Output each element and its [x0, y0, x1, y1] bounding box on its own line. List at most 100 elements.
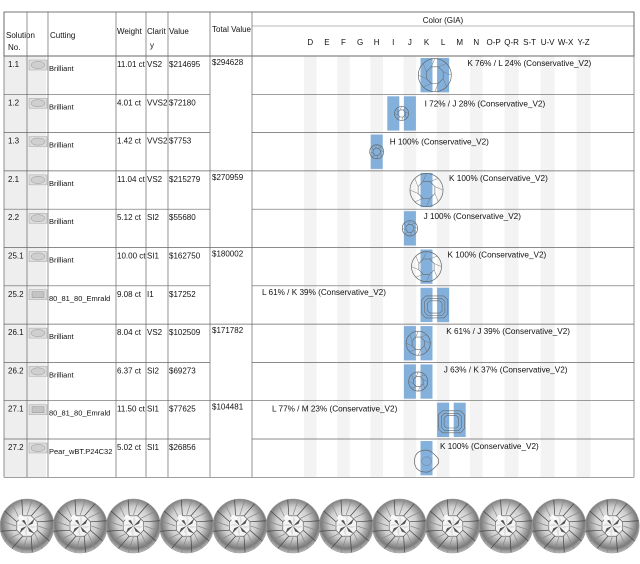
grade-column-stripe	[304, 56, 317, 478]
diamond-photo	[531, 498, 587, 554]
color-bar-l	[437, 402, 450, 437]
grade-label-j: J	[408, 38, 412, 47]
table-row: 2.1 Brilliant 11.04 ct VS2 $215279 $270959 K 1…	[4, 170, 634, 208]
stone-value: $162750	[169, 252, 201, 261]
clarity-value: SI2	[147, 213, 160, 222]
table-row: 1.2 Brilliant 4.01 ct VVS2 $72180 I 72% / J 2…	[4, 93, 634, 131]
solution-number: 26.2	[8, 366, 24, 375]
color-result-label: H 100% (Conservative_V2)	[390, 138, 489, 147]
cut-name: Brilliant	[49, 141, 75, 150]
diamond-photo	[212, 498, 268, 554]
table-row: 26.2 Brilliant 6.37 ct SI2 $69273 J 63% / K 3…	[4, 362, 634, 399]
pear-diamond-outline	[414, 449, 439, 473]
diamond-photo-strip	[0, 498, 640, 554]
grade-label-y-z: Y-Z	[578, 38, 590, 47]
cut-name: Brilliant	[49, 179, 75, 188]
weight-value: 10.00 ct	[117, 252, 146, 261]
grade-column-stripe	[576, 56, 591, 478]
solution-number: 2.1	[8, 175, 20, 184]
diamond-photo	[478, 498, 534, 554]
solution-number: 1.3	[8, 137, 20, 146]
round-cut-thumbnail-icon	[28, 366, 48, 377]
total-value: $104481	[212, 403, 244, 412]
weight-value: 6.37 ct	[117, 366, 142, 375]
color-bar-k	[420, 441, 433, 476]
clarity-value: VVS2	[147, 98, 168, 107]
diamond-photo	[159, 498, 214, 554]
color-result-label: K 76% / L 24% (Conservative_V2)	[467, 59, 591, 68]
grade-label-s-t: S-T	[523, 38, 536, 47]
total-value: $180002	[212, 250, 244, 259]
diamond-photo	[584, 498, 640, 554]
round-cut-thumbnail-icon	[28, 98, 48, 109]
cut-name: Brilliant	[49, 370, 75, 379]
solution-number: 2.2	[8, 213, 20, 222]
clarity-value: SI1	[147, 443, 160, 452]
color-result-label: K 61% / J 39% (Conservative_V2)	[446, 327, 570, 336]
color-result-label: K 100% (Conservative_V2)	[440, 442, 539, 451]
total-value: $294628	[212, 58, 244, 67]
header-weight: Weight	[117, 27, 143, 36]
color-result-label: L 61% / K 39% (Conservative_V2)	[262, 288, 386, 297]
color-bar-m	[453, 402, 466, 437]
grade-label-h: H	[374, 38, 380, 47]
round-diamond-outline	[408, 371, 429, 392]
cut-name: Brilliant	[49, 102, 75, 111]
stone-value: $72180	[169, 98, 196, 107]
grade-column-stripe	[370, 56, 383, 478]
clarity-value: SI1	[147, 405, 160, 414]
clarity-value: VVS2	[147, 137, 168, 146]
header-total: Total Value	[212, 25, 252, 34]
weight-value: 5.12 ct	[117, 213, 142, 222]
clarity-value: SI2	[147, 366, 160, 375]
solution-number: 25.1	[8, 252, 24, 261]
header-cutting: Cutting	[50, 31, 75, 40]
round-diamond-outline	[411, 251, 442, 282]
grade-column-stripe	[504, 56, 519, 478]
color-bar-j	[403, 364, 416, 399]
cut-name: Brilliant	[49, 217, 75, 226]
color-bar-h	[370, 134, 383, 169]
round-cut-thumbnail-icon	[28, 136, 48, 147]
clarity-value: VS2	[147, 60, 163, 69]
color-bar-i	[387, 96, 400, 131]
header-value: Value	[169, 27, 189, 36]
weight-value: 1.42 ct	[117, 137, 142, 146]
stone-value: $7753	[169, 137, 192, 146]
diamond-photo	[52, 498, 108, 554]
diamond-photo	[106, 498, 161, 554]
weight-value: 11.04 ct	[117, 175, 146, 184]
grade-label-n: N	[473, 38, 479, 47]
header-clarity: Clarit	[147, 27, 166, 36]
diamond-photo	[0, 498, 55, 554]
table-row: 1.1 Brilliant 11.01 ct VS2 $214695 $294628 K 7…	[4, 55, 634, 93]
round-diamond-outline	[369, 144, 385, 160]
color-bar-k	[420, 172, 433, 208]
cut-name: Brilliant	[49, 332, 75, 341]
table-row: 27.2 Pear_wBT.P24C32 5.02 ct SI1 $26856 K 100…	[4, 438, 634, 476]
round-diamond-outline	[405, 330, 431, 356]
diamond-photo	[318, 498, 374, 554]
round-cut-thumbnail-icon	[28, 327, 48, 339]
cut-name: 80_81_80_Emrald	[49, 294, 110, 303]
weight-value: 11.01 ct	[117, 60, 146, 69]
header-solution: Solution	[6, 31, 35, 40]
table-row: 25.1 Brilliant 10.00 ct SI1 $162750 $180002 K …	[4, 247, 634, 284]
header-solution-no: No.	[8, 43, 20, 52]
color-bar-k	[420, 287, 433, 323]
stone-value: $55680	[169, 213, 196, 222]
solution-number: 26.1	[8, 328, 24, 337]
stone-value: $102509	[169, 328, 201, 337]
grade-column-stripe	[470, 56, 483, 478]
cut-name: Brilliant	[49, 64, 75, 73]
grade-column-stripe	[436, 56, 450, 478]
cut-name: 80_81_80_Emrald	[49, 409, 110, 418]
grade-column-stripe	[337, 56, 350, 478]
round-diamond-outline	[394, 106, 409, 121]
table-row: 2.2 Brilliant 5.12 ct SI2 $55680 J 100% (Cons…	[4, 208, 634, 246]
clarity-value: VS2	[147, 175, 163, 184]
grade-label-f: F	[341, 38, 346, 47]
emerald-cut-thumbnail-icon	[28, 404, 48, 415]
table-row: 25.2 80_81_80_Emrald 9.08 ct I1 $17252 L 61% …	[4, 285, 634, 323]
table-row: 26.1 Brilliant 8.04 ct VS2 $102509 $171782 K 6…	[4, 323, 634, 361]
